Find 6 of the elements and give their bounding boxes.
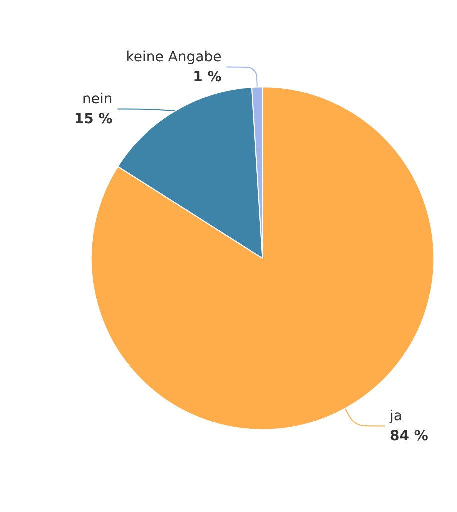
- slice-label: ja: [388, 408, 402, 424]
- data-label: 84 %: [390, 428, 428, 444]
- slice-label: nein: [82, 91, 113, 108]
- slice-label: keine Angabe: [126, 49, 222, 66]
- data-label: 1 %: [193, 69, 222, 86]
- data-label: 15 %: [74, 111, 113, 128]
